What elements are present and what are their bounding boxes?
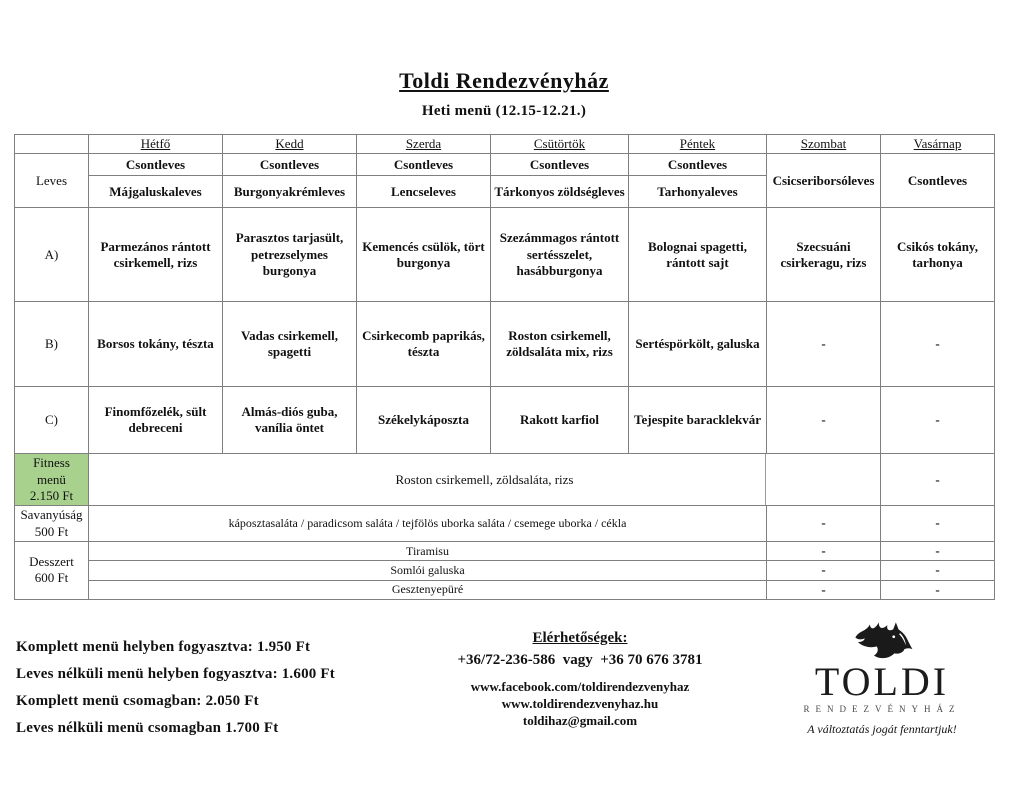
menu-cell-dessert1-saturday: - (766, 540, 881, 562)
day-header-thursday: Csütörtök (490, 133, 629, 155)
menu-cell-c-thursday: Rakott karfiol (490, 386, 629, 455)
page-subtitle: Heti menü (12.15-12.21.) (421, 103, 587, 119)
day-header-tuesday: Kedd (222, 133, 357, 155)
contact-block: Elérhetőségek: +36/72-236-586 vagy +36 7… (380, 630, 780, 729)
day-header-sunday: Vasárnap (880, 133, 995, 155)
menu-cell-soup1-monday: Csontleves (88, 153, 223, 177)
dessert-price: 600 Ft (34, 570, 69, 586)
pickles-price: 500 Ft (34, 523, 69, 539)
menu-cell-b-sunday: - (880, 301, 995, 388)
menu-cell-a-tuesday: Parasztos tarjasült, petrezselymes burgo… (222, 207, 357, 303)
menu-cell-c-saturday: - (766, 386, 881, 455)
menu-cell-b-saturday: - (766, 301, 881, 388)
menu-cell-pickles-content: káposztasaláta / paradicsom saláta / tej… (88, 505, 767, 542)
dessert-row-1: Desszert 600 Ft Tiramisu - - (14, 540, 995, 600)
fitness-row: Fitness menü 2.150 Ft Roston csirkemell,… (14, 453, 995, 506)
menu-cell-c-monday: Finomfőzelék, sült debreceni (88, 386, 223, 455)
menu-cell-soup2-wednesday: Lencseleves (356, 175, 491, 209)
menu-cell-soup2-friday: Tarhonyaleves (628, 175, 767, 209)
contact-website: www.toldirendezvenyhaz.hu (501, 696, 659, 711)
menu-cell-soup2-thursday: Tárkonyos zöldségleves (490, 175, 629, 209)
logo-subtitle: RENDEZVÉNYHÁZ (803, 704, 961, 714)
menu-cell-b-tuesday: Vadas csirkemell, spagetti (222, 301, 357, 388)
contact-phone: +36/72-236-586 vagy +36 70 676 3781 (457, 652, 703, 668)
menu-c-row: C) Finomfőzelék, sült debreceni Almás-di… (14, 386, 995, 455)
menu-cell-a-saturday: Szecsuáni csirkeragu, rizs (766, 207, 881, 303)
menu-cell-soup1-tuesday: Csontleves (222, 153, 357, 177)
gridline (765, 454, 766, 505)
menu-cell-pickles-sunday: - (880, 505, 995, 542)
menu-cell-dessert-1: Tiramisu (88, 540, 767, 562)
menu-cell-b-monday: Borsos tokány, tészta (88, 301, 223, 388)
menu-c-row-label: C) (14, 386, 89, 455)
soup-row-2: Májgaluskaleves Burgonyakrémleves Lencse… (15, 175, 995, 209)
contact-heading: Elérhetőségek: (532, 630, 628, 646)
soup-row-1: Leves Csontleves Csontleves Csontleves C… (14, 153, 995, 209)
pickles-row: Savanyúság 500 Ft káposztasaláta / parad… (14, 505, 995, 542)
dessert-row-3: Gesztenyepüré - - (15, 579, 995, 600)
menu-cell-dessert-3: Gesztenyepüré (88, 579, 767, 600)
menu-cell-fitness-content: Roston csirkemell, zöldsaláta, rizs (88, 453, 881, 506)
pickles-row-label: Savanyúság 500 Ft (14, 505, 89, 542)
menu-cell-fitness-sunday: - (880, 453, 995, 506)
soup-row-label: Leves (14, 153, 89, 209)
pricing-line: Komplett menü csomagban: 2.050 Ft (16, 693, 259, 709)
disclaimer-text: A változtatás jogát fenntartjuk! (807, 722, 957, 736)
menu-a-row-label: A) (14, 207, 89, 303)
menu-cell-soup-sunday: Csontleves (880, 153, 995, 209)
menu-cell-c-tuesday: Almás-diós guba, vanília öntet (222, 386, 357, 455)
fitness-price: 2.150 Ft (29, 487, 74, 503)
menu-cell-soup-saturday: Csicseriborsóleves (766, 153, 881, 209)
dessert-row-2: Somlói galuska - - (15, 560, 995, 581)
menu-cell-soup1-friday: Csontleves (628, 153, 767, 177)
pricing-block: Komplett menü helyben fogyasztva: 1.950 … (16, 634, 335, 742)
menu-cell-a-wednesday: Kemencés csülök, tört burgonya (356, 207, 491, 303)
menu-b-row-label: B) (14, 301, 89, 388)
contact-email: toldihaz@gmail.com (522, 713, 638, 728)
day-header-row: Hétfő Kedd Szerda Csütörtök Péntek Szomb… (14, 133, 995, 155)
menu-cell-pickles-saturday: - (766, 505, 881, 542)
menu-cell-b-thursday: Roston csirkemell, zöldsaláta mix, rizs (490, 301, 629, 388)
menu-cell-soup1-wednesday: Csontleves (356, 153, 491, 177)
menu-cell-dessert3-saturday: - (766, 579, 881, 600)
pricing-line: Komplett menü helyben fogyasztva: 1.950 … (16, 639, 311, 655)
menu-a-row: A) Parmezános rántott csirkemell, rizs P… (14, 207, 995, 303)
menu-cell-soup1-thursday: Csontleves (490, 153, 629, 177)
fitness-row-label: Fitness menü 2.150 Ft (14, 453, 89, 506)
menu-cell-c-sunday: - (880, 386, 995, 455)
logo-wordmark: TOLDI (814, 659, 950, 704)
menu-cell-a-thursday: Szezámmagos rántott sertésszelet, hasább… (490, 207, 629, 303)
dessert-row-label: Desszert 600 Ft (14, 541, 89, 600)
day-header-friday: Péntek (628, 133, 767, 155)
weekly-menu-table: Hétfő Kedd Szerda Csütörtök Péntek Szomb… (14, 133, 995, 600)
menu-cell-soup2-tuesday: Burgonyakrémleves (222, 175, 357, 209)
page-title: Toldi Rendezvényház (399, 68, 609, 93)
day-header-monday: Hétfő (88, 133, 223, 155)
menu-cell-c-wednesday: Székelykáposzta (356, 386, 491, 455)
menu-cell-a-sunday: Csikós tokány, tarhonya (880, 207, 995, 303)
menu-cell-a-friday: Bolognai spagetti, rántott sajt (628, 207, 767, 303)
menu-cell-dessert1-sunday: - (880, 540, 995, 562)
pricing-line: Leves nélküli menü csomagban 1.700 Ft (16, 720, 279, 736)
menu-cell-a-monday: Parmezános rántott csirkemell, rizs (88, 207, 223, 303)
menu-cell-soup2-monday: Májgaluskaleves (88, 175, 223, 209)
day-header-wednesday: Szerda (356, 133, 491, 155)
menu-cell-dessert2-sunday: - (880, 560, 995, 581)
menu-cell-dessert-2: Somlói galuska (88, 560, 767, 581)
menu-cell-b-friday: Sertéspörkölt, galuska (628, 301, 767, 388)
menu-cell-dessert2-saturday: - (766, 560, 881, 581)
menu-cell-dessert3-sunday: - (880, 579, 995, 600)
menu-b-row: B) Borsos tokány, tészta Vadas csirkemel… (14, 301, 995, 388)
menu-cell-c-friday: Tejespite baracklekvár (628, 386, 767, 455)
horse-head-icon (855, 622, 913, 659)
logo-block: TOLDI RENDEZVÉNYHÁZ A változtatás jogát … (800, 616, 964, 737)
day-header-saturday: Szombat (766, 133, 881, 155)
pricing-line: Leves nélküli menü helyben fogyasztva: 1… (16, 666, 335, 682)
contact-facebook: www.facebook.com/toldirendezvenyhaz (470, 679, 690, 694)
corner-cell (14, 133, 89, 155)
document-header: Toldi Rendezvényház Heti menü (12.15-12.… (0, 68, 1008, 120)
menu-cell-b-wednesday: Csirkecomb paprikás, tészta (356, 301, 491, 388)
